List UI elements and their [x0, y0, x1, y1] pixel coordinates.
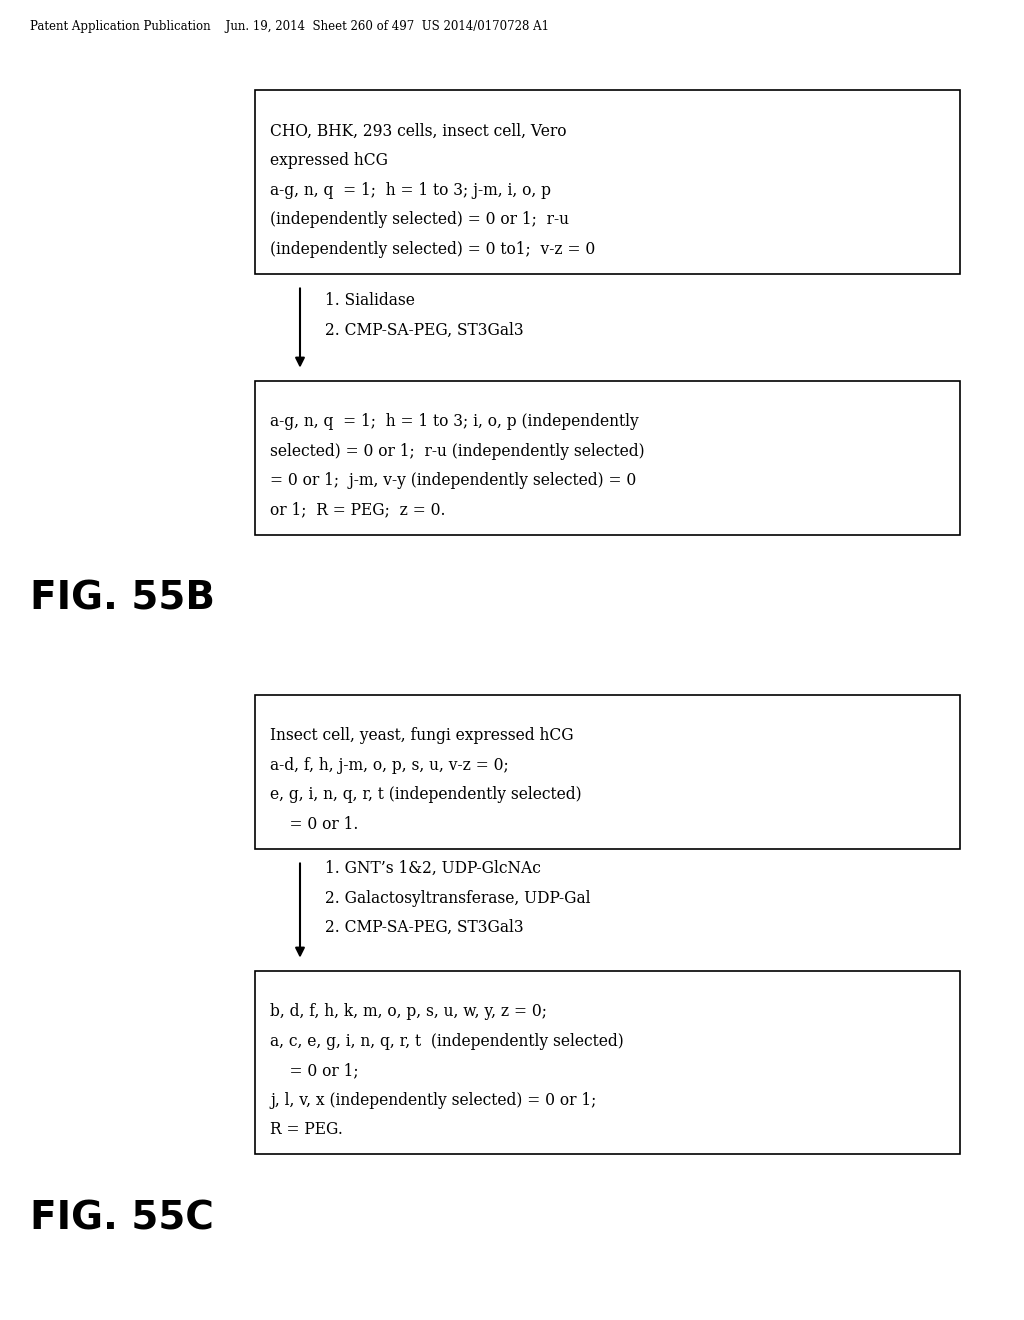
Text: 1. GNT’s 1&2, UDP-GlcNAc: 1. GNT’s 1&2, UDP-GlcNAc — [325, 861, 541, 878]
Text: R = PEG.: R = PEG. — [270, 1121, 343, 1138]
Text: expressed hCG: expressed hCG — [270, 152, 388, 169]
Text: a, c, e, g, i, n, q, r, t  (independently selected): a, c, e, g, i, n, q, r, t (independently… — [270, 1032, 624, 1049]
Text: Patent Application Publication    Jun. 19, 2014  Sheet 260 of 497  US 2014/01707: Patent Application Publication Jun. 19, … — [30, 20, 549, 33]
Text: = 0 or 1.: = 0 or 1. — [270, 816, 358, 833]
Text: e, g, i, n, q, r, t (independently selected): e, g, i, n, q, r, t (independently selec… — [270, 785, 582, 803]
Text: (independently selected) = 0 to1;  v-z = 0: (independently selected) = 0 to1; v-z = … — [270, 240, 595, 257]
Text: = 0 or 1;  j-m, v-y (independently selected) = 0: = 0 or 1; j-m, v-y (independently select… — [270, 473, 636, 488]
Text: FIG. 55C: FIG. 55C — [30, 1199, 214, 1237]
FancyBboxPatch shape — [255, 380, 961, 535]
Text: 2. CMP-SA-PEG, ST3Gal3: 2. CMP-SA-PEG, ST3Gal3 — [325, 919, 523, 936]
Text: a-d, f, h, j-m, o, p, s, u, v-z = 0;: a-d, f, h, j-m, o, p, s, u, v-z = 0; — [270, 756, 509, 774]
Text: b, d, f, h, k, m, o, p, s, u, w, y, z = 0;: b, d, f, h, k, m, o, p, s, u, w, y, z = … — [270, 1003, 547, 1020]
Text: FIG. 55B: FIG. 55B — [30, 579, 215, 618]
FancyBboxPatch shape — [255, 694, 961, 849]
Text: CHO, BHK, 293 cells, insect cell, Vero: CHO, BHK, 293 cells, insect cell, Vero — [270, 123, 566, 140]
Text: 2. Galactosyltransferase, UDP-Gal: 2. Galactosyltransferase, UDP-Gal — [325, 890, 591, 907]
Text: = 0 or 1;: = 0 or 1; — [270, 1063, 358, 1078]
Text: Insect cell, yeast, fungi expressed hCG: Insect cell, yeast, fungi expressed hCG — [270, 727, 573, 744]
FancyBboxPatch shape — [255, 90, 961, 273]
Text: 1. Sialidase: 1. Sialidase — [325, 293, 415, 309]
Text: selected) = 0 or 1;  r-u (independently selected): selected) = 0 or 1; r-u (independently s… — [270, 442, 645, 459]
Text: a-g, n, q  = 1;  h = 1 to 3; i, o, p (independently: a-g, n, q = 1; h = 1 to 3; i, o, p (inde… — [270, 413, 639, 430]
Text: (independently selected) = 0 or 1;  r-u: (independently selected) = 0 or 1; r-u — [270, 211, 569, 228]
Text: a-g, n, q  = 1;  h = 1 to 3; j-m, i, o, p: a-g, n, q = 1; h = 1 to 3; j-m, i, o, p — [270, 182, 551, 198]
Text: or 1;  R = PEG;  z = 0.: or 1; R = PEG; z = 0. — [270, 502, 445, 519]
Text: 2. CMP-SA-PEG, ST3Gal3: 2. CMP-SA-PEG, ST3Gal3 — [325, 322, 523, 339]
Text: j, l, v, x (independently selected) = 0 or 1;: j, l, v, x (independently selected) = 0 … — [270, 1092, 596, 1109]
FancyBboxPatch shape — [255, 970, 961, 1154]
